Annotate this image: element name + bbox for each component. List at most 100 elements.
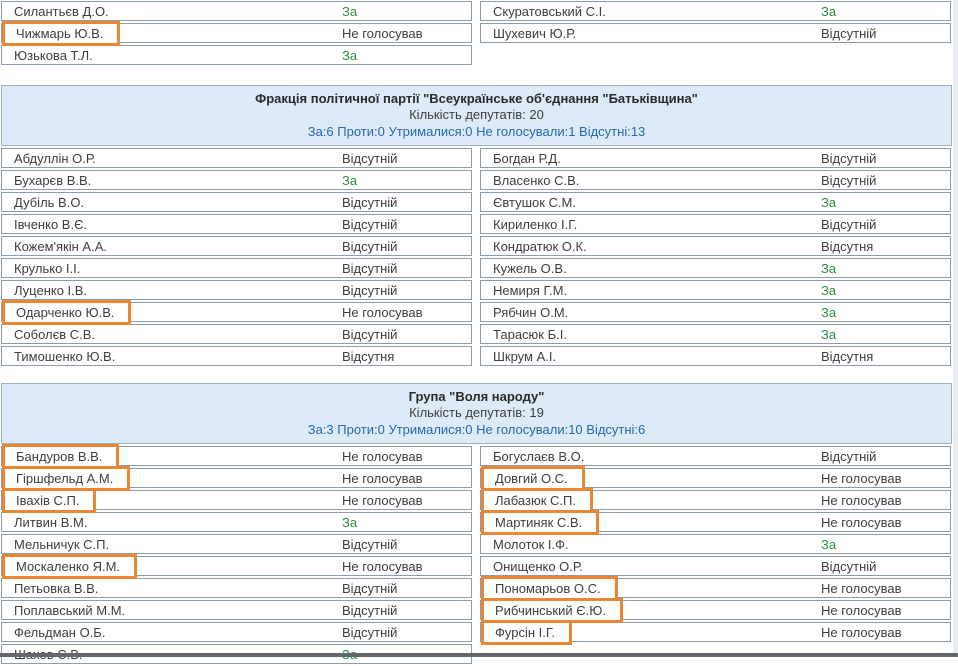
- vote-status: Відсутній: [821, 216, 877, 232]
- deputy-name: Тимошенко Ю.В.: [14, 348, 116, 364]
- vote-status: Відсутній: [342, 238, 398, 254]
- deputy-name: Кожем'якін А.А.: [14, 238, 107, 254]
- deputy-row: Литвин В.М. За: [1, 512, 472, 532]
- deputy-row: Немиря Г.М. За: [480, 280, 951, 300]
- deputy-name: Луценко І.В.: [14, 282, 88, 298]
- deputy-row: Лабазюк С.П. Не голосував: [480, 487, 951, 513]
- deputy-row: Абдуллін О.Р. Відсутній: [1, 148, 472, 168]
- deputy-name: Тарасюк Б.І.: [493, 326, 567, 342]
- vote-status: За: [342, 3, 358, 19]
- deputy-row: Пономарьов О.С. Не голосував: [480, 575, 951, 601]
- vote-status: Не голосував: [342, 558, 423, 574]
- vote-status: За: [821, 304, 837, 320]
- deputy-name: Петьовка В.В.: [14, 580, 99, 596]
- deputy-name: Кондратюк О.К.: [493, 238, 587, 254]
- vote-status: Не голосував: [342, 25, 423, 41]
- deputies-column-right: Богдан Р.Д. Відсутній Власенко С.В. Відс…: [480, 148, 951, 368]
- deputy-name: Кужель О.В.: [493, 260, 567, 276]
- faction-deputy-count: Кількість депутатів: 19: [409, 405, 544, 420]
- deputy-row: Поплавський М.М. Відсутній: [1, 600, 472, 620]
- vote-status: Не голосував: [342, 304, 423, 320]
- deputy-row: Фельдман О.Б. Відсутній: [1, 622, 472, 642]
- deputy-name: Богуслаєв В.О.: [493, 448, 585, 464]
- deputy-name: Пономарьов О.С.: [481, 575, 618, 601]
- deputies-column-right: Скуратовський С.І. За Шухевич Ю.Р. Відсу…: [480, 1, 951, 67]
- deputy-name: Абдуллін О.Р.: [14, 150, 96, 166]
- deputy-row: Кожем'якін А.А. Відсутній: [1, 236, 472, 256]
- deputy-row: Мельничук С.П. Відсутній: [1, 534, 472, 554]
- deputy-row: Гіршфельд А.М. Не голосував: [1, 465, 472, 491]
- deputy-name: Соболєв С.В.: [14, 326, 96, 342]
- vote-status: Не голосував: [342, 470, 423, 486]
- vote-status: Не голосував: [821, 602, 902, 618]
- deputy-row: Тимошенко Ю.В. Відсутня: [1, 346, 472, 366]
- deputy-name: Молоток І.Ф.: [493, 536, 569, 552]
- deputy-name: Мельничук С.П.: [14, 536, 110, 552]
- vote-status: Не голосував: [821, 580, 902, 596]
- deputy-row: Силантьєв Д.О. За: [1, 1, 472, 21]
- vote-status: За: [342, 47, 358, 63]
- deputy-name: Немиря Г.М.: [493, 282, 568, 298]
- vote-status: За: [821, 3, 837, 19]
- vote-status: Відсутня: [342, 348, 395, 364]
- deputies-column-left: Абдуллін О.Р. Відсутній Бухарєв В.В. За …: [1, 148, 472, 368]
- vote-status: Відсутній: [342, 624, 398, 640]
- deputy-name: Силантьєв Д.О.: [14, 3, 109, 19]
- deputy-row: Москаленко Я.М. Не голосував: [1, 553, 472, 579]
- vote-status: Не голосував: [821, 470, 902, 486]
- vote-status: Відсутній: [821, 25, 877, 41]
- vote-status: Відсутня: [821, 238, 874, 254]
- deputy-row: Луценко І.В. Відсутній: [1, 280, 472, 300]
- faction-vote-stats: За:6 Проти:0 Утрималися:0 Не голосували:…: [307, 124, 646, 139]
- faction-header: Фракція політичної партії "Всеукраїнське…: [1, 85, 952, 146]
- deputy-row: Шухевич Ю.Р. Відсутній: [480, 23, 951, 43]
- deputy-row: Богдан Р.Д. Відсутній: [480, 148, 951, 168]
- deputy-name: Довгий О.С.: [481, 465, 585, 491]
- deputy-name: Москаленко Я.М.: [2, 553, 138, 579]
- deputy-name: Богдан Р.Д.: [493, 150, 561, 166]
- vote-status: Відсутній: [342, 326, 398, 342]
- deputy-row: Тарасюк Б.І. За: [480, 324, 951, 344]
- section-gap: [1, 368, 958, 383]
- deputy-row: Онищенко О.Р. Відсутній: [480, 556, 951, 576]
- section-gap: [1, 67, 958, 85]
- deputy-name: Власенко С.В.: [493, 172, 580, 188]
- vote-status: Відсутній: [342, 260, 398, 276]
- deputy-name: Кириленко І.Г.: [493, 216, 578, 232]
- vote-status: За: [342, 514, 358, 530]
- deputy-name: Івченко В.Є.: [14, 216, 88, 232]
- deputy-row: Бухарєв В.В. За: [1, 170, 472, 190]
- vote-status: Відсутній: [342, 580, 398, 596]
- deputy-row: Кириленко І.Г. Відсутній: [480, 214, 951, 234]
- deputy-row: Соболєв С.В. Відсутній: [1, 324, 472, 344]
- vote-status: Відсутній: [821, 172, 877, 188]
- deputy-row: Івченко В.Є. Відсутній: [1, 214, 472, 234]
- vote-status: Відсутній: [342, 150, 398, 166]
- vote-status: Відсутній: [342, 194, 398, 210]
- deputies-column-left: Бандуров В.В. Не голосував Гіршфельд А.М…: [1, 443, 472, 666]
- vote-status: Відсутній: [821, 150, 877, 166]
- deputy-name: Онищенко О.Р.: [493, 558, 583, 574]
- deputy-name: Шкрум А.І.: [493, 348, 557, 364]
- deputy-name: Литвин В.М.: [14, 514, 88, 530]
- deputy-row: Одарченко Ю.В. Не голосував: [1, 299, 472, 325]
- deputy-row: Крулько І.І. Відсутній: [1, 258, 472, 278]
- deputy-name: Євтушок С.М.: [493, 194, 576, 210]
- deputy-name: Мартиняк С.В.: [481, 509, 600, 535]
- deputy-name: Юзькова Т.Л.: [14, 47, 93, 63]
- deputy-row: Богуслаєв В.О. Відсутній: [480, 446, 951, 466]
- deputy-row: Мартиняк С.В. Не голосував: [480, 509, 951, 535]
- vote-status: Відсутня: [821, 348, 874, 364]
- deputy-name: Рябчин О.М.: [493, 304, 569, 320]
- page-right-margin: [953, 0, 958, 657]
- deputy-row: Довгий О.С. Не голосував: [480, 465, 951, 491]
- faction-deputy-count: Кількість депутатів: 20: [409, 107, 544, 122]
- deputy-row: Петьовка В.В. Відсутній: [1, 578, 472, 598]
- vote-status: За: [821, 536, 837, 552]
- deputy-row: Івахів С.П. Не голосував: [1, 487, 472, 513]
- faction-header: Група "Воля народу" Кількість депутатів:…: [1, 383, 952, 444]
- deputy-name: Фурсін І.Г.: [481, 619, 572, 645]
- vote-status: Відсутній: [342, 602, 398, 618]
- deputy-name: Чижмарь Ю.В.: [2, 20, 121, 46]
